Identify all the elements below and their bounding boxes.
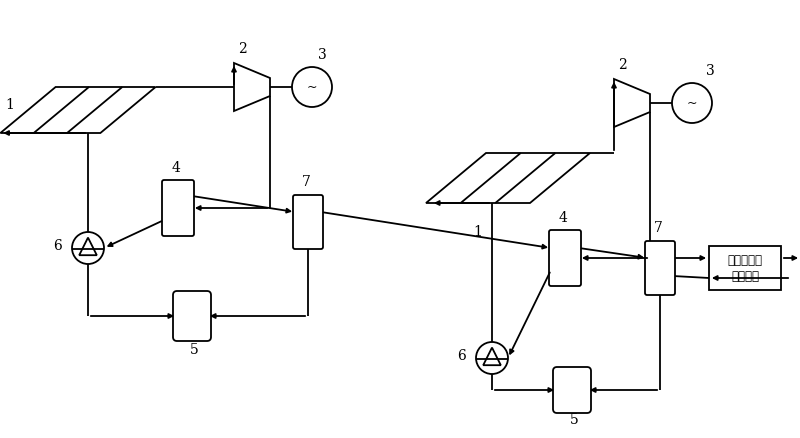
FancyBboxPatch shape bbox=[549, 230, 581, 286]
Text: 5: 5 bbox=[570, 413, 578, 427]
Text: 2: 2 bbox=[238, 42, 246, 56]
Text: 一级系统: 一级系统 bbox=[731, 269, 759, 283]
Text: 6: 6 bbox=[458, 349, 466, 363]
Text: 1: 1 bbox=[6, 98, 14, 112]
Bar bbox=[709, 246, 781, 290]
FancyBboxPatch shape bbox=[162, 180, 194, 236]
Text: 3: 3 bbox=[318, 48, 326, 62]
FancyBboxPatch shape bbox=[293, 195, 323, 249]
Text: 6: 6 bbox=[54, 239, 62, 253]
Text: 7: 7 bbox=[302, 175, 310, 189]
Text: ~: ~ bbox=[686, 96, 698, 110]
Text: 3: 3 bbox=[706, 64, 714, 78]
FancyBboxPatch shape bbox=[553, 367, 591, 413]
Text: 5: 5 bbox=[190, 343, 198, 357]
Text: 4: 4 bbox=[558, 211, 567, 225]
Text: 7: 7 bbox=[654, 221, 662, 235]
FancyBboxPatch shape bbox=[173, 291, 211, 341]
FancyBboxPatch shape bbox=[645, 241, 675, 295]
Text: 冷凝水或下: 冷凝水或下 bbox=[727, 254, 762, 266]
Text: 1: 1 bbox=[474, 225, 482, 239]
Text: ~: ~ bbox=[306, 81, 318, 93]
Text: 4: 4 bbox=[171, 161, 181, 175]
Text: 2: 2 bbox=[618, 58, 626, 72]
